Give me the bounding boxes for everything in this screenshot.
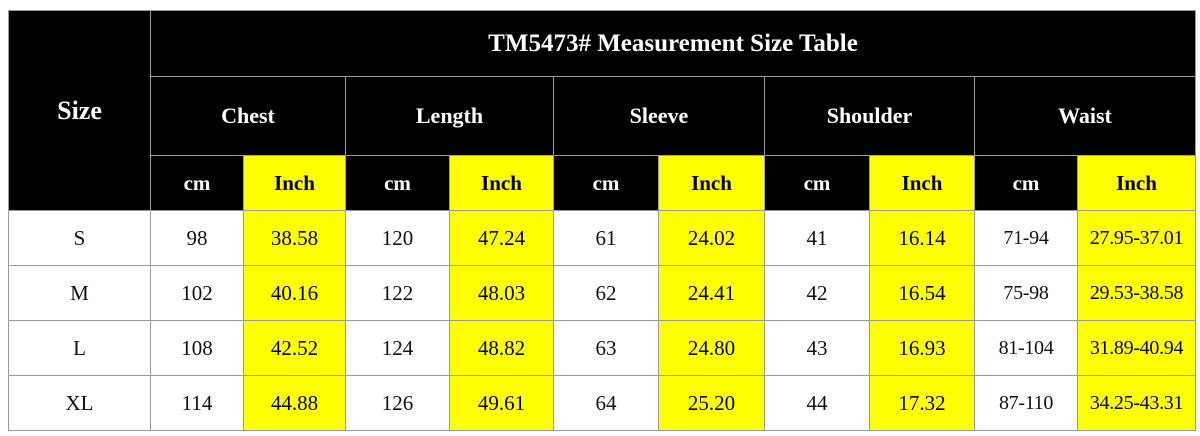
value-cell: 24.41 — [658, 265, 765, 321]
unit-header: Inch — [658, 155, 765, 211]
value-cell: 42.52 — [243, 320, 346, 376]
value-cell: 48.03 — [449, 265, 554, 321]
size-cell: XL — [8, 375, 151, 431]
data-row: XL 114 44.88 126 49.61 64 25.20 44 17.32 87-110 34… — [8, 375, 1196, 431]
unit-header: cm — [974, 155, 1078, 211]
value-cell: 62 — [553, 265, 659, 321]
value-cell: 122 — [345, 265, 450, 321]
value-cell: 64 — [553, 375, 659, 431]
value-cell: 49.61 — [449, 375, 554, 431]
group-header: Waist — [974, 76, 1196, 156]
value-cell: 16.93 — [869, 320, 975, 376]
value-cell: 126 — [345, 375, 450, 431]
data-row: S 98 38.58 120 47.24 61 24.02 41 16.14 71-94 27.95… — [8, 210, 1196, 266]
value-cell: 44.88 — [243, 375, 346, 431]
value-cell: 61 — [553, 210, 659, 266]
value-cell: 120 — [345, 210, 450, 266]
size-cell: L — [8, 320, 151, 376]
value-cell: 48.82 — [449, 320, 554, 376]
group-header: Chest — [150, 76, 346, 156]
value-cell: 24.80 — [658, 320, 765, 376]
table-title: TM5473# Measurement Size Table — [150, 10, 1196, 77]
value-cell: 40.16 — [243, 265, 346, 321]
unit-row: cm Inch cm Inch cm Inch cm Inch cm Inch — [9, 155, 1196, 211]
value-cell: 108 — [150, 320, 244, 376]
value-cell: 71-94 — [974, 210, 1078, 266]
size-cell: S — [8, 210, 151, 266]
value-cell: 102 — [150, 265, 244, 321]
value-cell: 25.20 — [658, 375, 765, 431]
unit-header: Inch — [869, 155, 975, 211]
value-cell: 16.14 — [869, 210, 975, 266]
value-cell: 17.32 — [869, 375, 975, 431]
value-cell: 29.53-38.58 — [1077, 265, 1196, 321]
value-cell: 47.24 — [449, 210, 554, 266]
data-row: M 102 40.16 122 48.03 62 24.41 42 16.54 75-98 29.5… — [8, 265, 1196, 321]
value-cell: 43 — [764, 320, 870, 376]
size-cell: M — [8, 265, 151, 321]
value-cell: 27.95-37.01 — [1077, 210, 1196, 266]
group-header: Sleeve — [553, 76, 765, 156]
value-cell: 16.54 — [869, 265, 975, 321]
unit-header: Inch — [449, 155, 554, 211]
data-row: L 108 42.52 124 48.82 63 24.80 43 16.93 81-104 31.… — [8, 320, 1196, 376]
group-header: Length — [345, 76, 554, 156]
unit-header: cm — [764, 155, 870, 211]
value-cell: 75-98 — [974, 265, 1078, 321]
value-cell: 34.25-43.31 — [1077, 375, 1196, 431]
size-table: Size TM5473# Measurement Size Table Chest L… — [8, 10, 1196, 431]
value-cell: 42 — [764, 265, 870, 321]
group-header: Shoulder — [764, 76, 975, 156]
unit-header: cm — [150, 155, 244, 211]
unit-header: Inch — [1077, 155, 1196, 211]
unit-header: cm — [345, 155, 450, 211]
value-cell: 98 — [150, 210, 244, 266]
value-cell: 124 — [345, 320, 450, 376]
value-cell: 38.58 — [243, 210, 346, 266]
size-header: Size — [8, 10, 151, 211]
title-row: Size TM5473# Measurement Size Table — [8, 10, 1196, 211]
value-cell: 87-110 — [974, 375, 1078, 431]
value-cell: 63 — [553, 320, 659, 376]
value-cell: 31.89-40.94 — [1077, 320, 1196, 376]
group-row: Chest Length Sleeve Shoulder Waist — [9, 76, 1196, 156]
unit-header: Inch — [243, 155, 346, 211]
value-cell: 81-104 — [974, 320, 1078, 376]
value-cell: 44 — [764, 375, 870, 431]
value-cell: 24.02 — [658, 210, 765, 266]
table-body: Size TM5473# Measurement Size Table Chest L… — [8, 10, 1196, 431]
value-cell: 41 — [764, 210, 870, 266]
unit-header: cm — [553, 155, 659, 211]
value-cell: 114 — [150, 375, 244, 431]
